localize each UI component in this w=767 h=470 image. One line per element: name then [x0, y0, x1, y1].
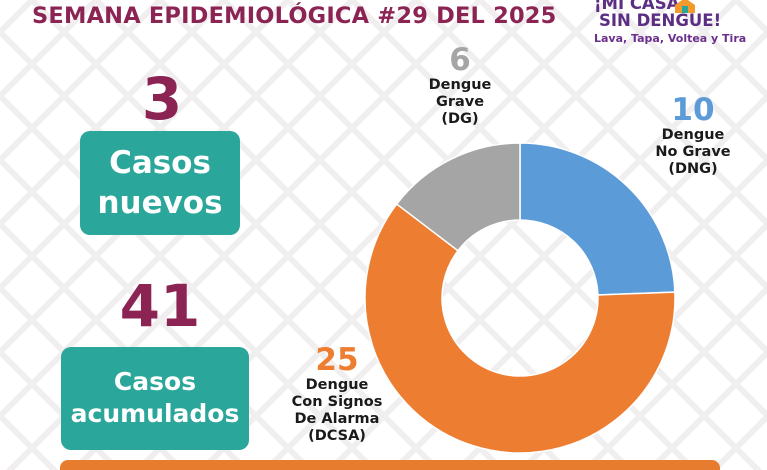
- cumulative-cases-count: 41: [119, 272, 201, 340]
- logo-slogan: Lava, Tapa, Voltea y Tira: [594, 32, 747, 45]
- house-icon: [675, 0, 695, 13]
- cumulative-label-line-2: acumulados: [70, 399, 240, 428]
- logo-line-1: ¡MI CASA: [594, 0, 680, 13]
- label-dng: 10 Dengue No Grave (DNG): [655, 92, 731, 177]
- label-dcsa: 25 Dengue Con Signos De Alarma (DCSA): [291, 342, 383, 444]
- new-cases-label-line-2: nuevos: [97, 185, 223, 221]
- donut-slice-dcsa: [364, 202, 676, 454]
- logo-line-2: SIN DENGUE!: [599, 11, 722, 30]
- cumulative-label-line-1: Casos: [113, 367, 197, 396]
- new-cases-label-line-1: Casos: [109, 145, 211, 181]
- bottom-decorative-band: [60, 458, 720, 470]
- donut-slice-dng: [519, 142, 676, 296]
- cumulative-cases-label-box: Casos acumulados: [61, 347, 249, 450]
- campaign-logo: ¡MI CASA SIN DENGUE! Lava, Tapa, Voltea …: [592, 0, 767, 52]
- new-cases-count: 3: [141, 65, 183, 133]
- new-cases-label-box: Casos nuevos: [80, 131, 240, 235]
- label-dg: 6 Dengue Grave (DG): [428, 42, 492, 127]
- page-title: SEMANA EPIDEMIOLÓGICA #29 DEL 2025: [32, 3, 557, 29]
- donut-slice-dg: [395, 142, 521, 252]
